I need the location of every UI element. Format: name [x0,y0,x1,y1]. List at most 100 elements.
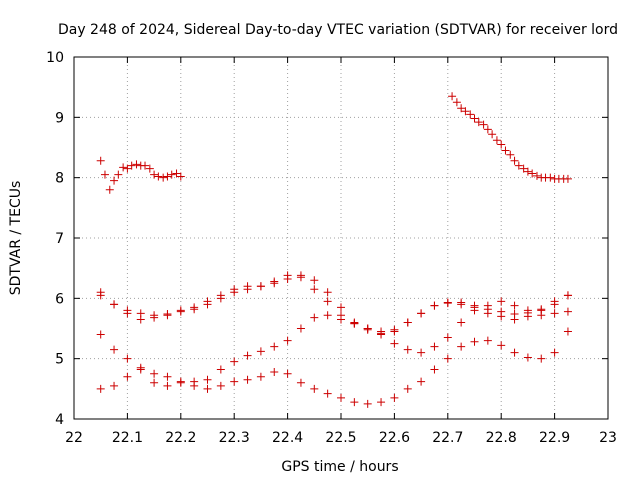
data-point [136,365,145,374]
grid-lines [74,57,608,419]
data-point [176,172,185,181]
x-tick-label: 22.9 [539,430,570,446]
data-point [243,351,252,360]
data-point [132,160,141,169]
data-point [417,377,426,386]
data-point [403,384,412,393]
data-point [417,309,426,318]
data-point [461,107,470,116]
data-point [443,333,452,342]
data-point [363,325,372,334]
data-point [430,365,439,374]
data-point [216,381,225,390]
data-point [528,169,537,178]
data-point [243,375,252,384]
data-point [563,291,572,300]
data-point [390,393,399,402]
data-point [96,384,105,393]
data-point [190,377,199,386]
data-point [172,169,181,178]
data-point [350,398,359,407]
data-point [457,104,466,113]
data-point [510,310,519,319]
data-point [203,384,212,393]
y-tick-label: 8 [55,171,64,187]
data-point [230,288,239,297]
data-point [123,354,132,363]
data-point [430,301,439,310]
data-point [123,372,132,381]
data-point [519,164,528,173]
y-tick-label: 7 [55,231,64,247]
data-point [110,176,119,185]
data-point [470,301,479,310]
data-point [216,294,225,303]
data-point [510,348,519,357]
data-point [96,291,105,300]
x-tick-label: 22.2 [165,430,196,446]
data-point [474,118,483,127]
data-point [190,305,199,314]
data-point [163,381,172,390]
data-point [154,172,163,181]
x-tick-label: 22 [65,430,83,446]
data-point [479,120,488,129]
data-point [563,327,572,336]
x-tick-label: 22.5 [325,430,356,446]
data-point [417,348,426,357]
data-point [310,285,319,294]
data-point [150,170,159,179]
data-point [150,311,159,320]
data-point [163,372,172,381]
x-tick-label: 22.7 [432,430,463,446]
data-point [501,146,510,155]
data-point [105,185,114,194]
series-arc-upper-left [96,156,185,194]
data-point [110,300,119,309]
data-point [323,311,332,320]
data-point [163,172,172,181]
data-point [470,337,479,346]
data-point [550,348,559,357]
data-points [96,92,572,408]
y-tick-labels: 4 5 6 7 8 9 10 [46,50,64,428]
tick-marks [73,56,609,420]
x-tick-label: 22.8 [486,430,517,446]
data-point [546,173,555,182]
data-point [296,324,305,333]
data-point [523,308,532,317]
data-point [448,92,457,101]
data-point [514,161,523,170]
data-point [523,353,532,362]
data-point [537,354,546,363]
data-point [532,171,541,180]
series-arc-d [96,271,572,338]
data-point [136,309,145,318]
data-point [550,309,559,318]
data-point [497,297,506,306]
data-point [466,110,475,119]
series-arc-b [96,327,572,408]
x-tick-label: 22.4 [272,430,303,446]
data-point [310,313,319,322]
y-tick-label: 10 [46,50,64,66]
data-point [492,136,501,145]
data-point [323,288,332,297]
data-point [457,342,466,351]
data-point [470,114,479,123]
data-point [443,354,452,363]
data-point [457,318,466,327]
data-point [123,164,132,173]
data-point [510,301,519,310]
data-point [523,167,532,176]
data-point [123,306,132,315]
data-point [350,318,359,327]
data-point [483,305,492,314]
data-point [100,170,109,179]
data-point [96,330,105,339]
data-point [270,279,279,288]
data-point [283,369,292,378]
data-point [390,327,399,336]
data-point [159,173,168,182]
